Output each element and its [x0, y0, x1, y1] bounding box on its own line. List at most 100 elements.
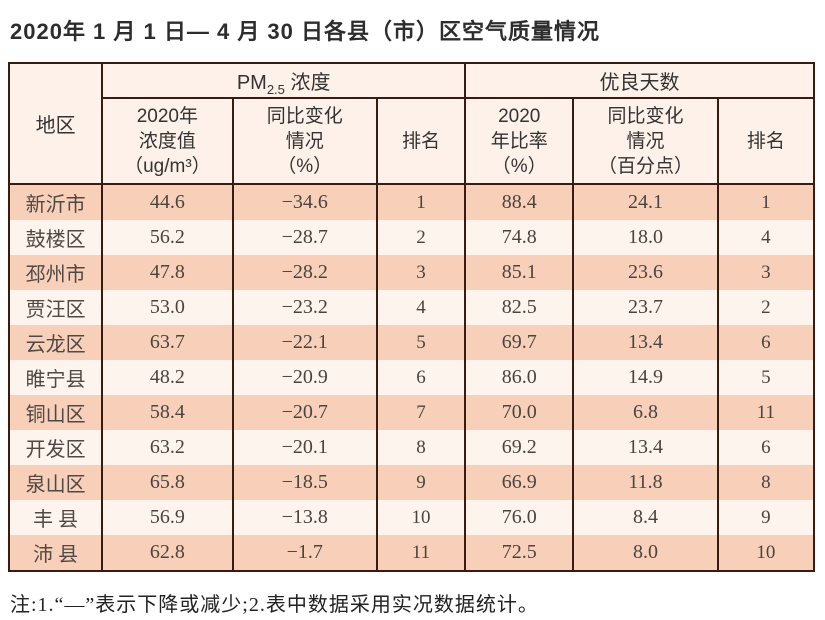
gd-change-cell: 18.0: [572, 220, 719, 255]
header-line: （%）: [491, 155, 547, 177]
pm-value-cell: 65.8: [101, 465, 234, 500]
header-line: （百分点）: [598, 155, 694, 177]
gd-ratio-cell: 74.8: [464, 220, 575, 255]
pm-rank-cell: 4: [375, 290, 467, 325]
gd-change-cell: 23.6: [572, 255, 719, 290]
group-header-pm25: PM2.5 浓度: [101, 63, 467, 99]
pm-rank-cell: 5: [375, 325, 467, 360]
pm-value-cell: 58.4: [101, 395, 234, 430]
header-line: 2020年: [136, 105, 199, 127]
table-header: 地区 PM2.5 浓度 优良天数 2020年 浓度值 （ug/m³） 同比变化 …: [7, 63, 816, 185]
gd-change-cell: 13.4: [572, 430, 719, 465]
pm-value-cell: 53.0: [101, 290, 234, 325]
region-cell: 丰 县: [7, 500, 104, 535]
column-header-pm-value: 2020年 浓度值 （ug/m³）: [101, 98, 234, 185]
pm-change-cell: −18.5: [231, 465, 378, 500]
region-cell: 沛 县: [7, 535, 104, 571]
gd-ratio-cell: 85.1: [464, 255, 575, 290]
gd-change-cell: 11.8: [572, 465, 719, 500]
gd-rank-cell: 6: [716, 325, 816, 360]
group-header-good-days: 优良天数: [464, 63, 815, 99]
table-body: 新沂市 44.6 −34.6 1 88.4 24.1 1 鼓楼区 56.2 −2…: [7, 184, 816, 571]
gd-change-cell: 14.9: [572, 360, 719, 395]
gd-rank-cell: 11: [716, 395, 816, 430]
header-line: （%）: [277, 155, 333, 177]
gd-change-cell: 8.0: [572, 535, 719, 571]
pm25-label-prefix: PM: [236, 72, 267, 94]
gd-change-cell: 6.8: [572, 395, 719, 430]
gd-rank-cell: 5: [716, 360, 816, 395]
pm-value-cell: 44.6: [101, 184, 234, 220]
pm-change-cell: −20.9: [231, 360, 378, 395]
gd-ratio-cell: 72.5: [464, 535, 575, 571]
pm-rank-cell: 3: [375, 255, 467, 290]
table-row: 云龙区 63.7 −22.1 5 69.7 13.4 6: [7, 325, 816, 360]
header-line: 浓度值: [138, 130, 196, 152]
gd-ratio-cell: 76.0: [464, 500, 575, 535]
pm-change-cell: −20.7: [231, 395, 378, 430]
pm-value-cell: 56.2: [101, 220, 234, 255]
table-row: 邳州市 47.8 −28.2 3 85.1 23.6 3: [7, 255, 816, 290]
gd-rank-cell: 6: [716, 430, 816, 465]
pm-value-cell: 47.8: [101, 255, 234, 290]
header-sub-row: 2020年 浓度值 （ug/m³） 同比变化 情况 （%） 排名 2020 年比…: [9, 98, 816, 185]
region-cell: 云龙区: [7, 325, 104, 360]
pm-change-cell: −34.6: [231, 184, 378, 220]
gd-change-cell: 8.4: [572, 500, 719, 535]
air-quality-table: 地区 PM2.5 浓度 优良天数 2020年 浓度值 （ug/m³） 同比变化 …: [7, 62, 816, 572]
gd-rank-cell: 3: [716, 255, 816, 290]
column-header-region: 地区: [7, 63, 104, 185]
region-cell: 铜山区: [7, 395, 104, 430]
gd-rank-cell: 1: [716, 184, 816, 220]
pm25-label-suffix: 浓度: [284, 72, 331, 94]
pm-rank-cell: 2: [375, 220, 467, 255]
gd-ratio-cell: 70.0: [464, 395, 575, 430]
table-row: 铜山区 58.4 −20.7 7 70.0 6.8 11: [7, 395, 816, 430]
pm-rank-cell: 9: [375, 465, 467, 500]
gd-change-cell: 23.7: [572, 290, 719, 325]
pm-value-cell: 63.2: [101, 430, 234, 465]
table-footnote: 注:1.“—”表示下降或减少;2.表中数据采用实况数据统计。: [10, 594, 539, 616]
table-row: 开发区 63.2 −20.1 8 69.2 13.4 6: [7, 430, 816, 465]
gd-rank-cell: 8: [716, 465, 816, 500]
gd-ratio-cell: 86.0: [464, 360, 575, 395]
table-row: 贾汪区 53.0 −23.2 4 82.5 23.7 2: [7, 290, 816, 325]
table-row: 丰 县 56.9 −13.8 10 76.0 8.4 9: [7, 500, 816, 535]
region-cell: 邳州市: [7, 255, 104, 290]
pm-value-cell: 48.2: [101, 360, 234, 395]
gd-rank-cell: 2: [716, 290, 816, 325]
pm-rank-cell: 10: [375, 500, 467, 535]
pm-change-cell: −28.7: [231, 220, 378, 255]
table-row: 鼓楼区 56.2 −28.7 2 74.8 18.0 4: [7, 220, 816, 255]
pm-change-cell: −13.8: [231, 500, 378, 535]
header-line: 同比变化: [266, 105, 343, 127]
column-header-gd-ratio: 2020 年比率 （%）: [464, 98, 575, 185]
pm25-label-subscript: 2.5: [266, 82, 285, 97]
gd-ratio-cell: 88.4: [464, 184, 575, 220]
gd-ratio-cell: 66.9: [464, 465, 575, 500]
pm-rank-cell: 1: [375, 184, 467, 220]
pm-change-cell: −22.1: [231, 325, 378, 360]
pm-value-cell: 56.9: [101, 500, 234, 535]
pm-value-cell: 62.8: [101, 535, 234, 571]
pm-rank-cell: 8: [375, 430, 467, 465]
table-row: 新沂市 44.6 −34.6 1 88.4 24.1 1: [7, 184, 816, 220]
header-line: （ug/m³）: [124, 155, 211, 177]
page-title: 2020年 1 月 1 日— 4 月 30 日各县（市）区空气质量情况: [10, 19, 601, 44]
gd-rank-cell: 9: [716, 500, 816, 535]
region-cell: 开发区: [7, 430, 104, 465]
region-cell: 鼓楼区: [7, 220, 104, 255]
gd-change-cell: 24.1: [572, 184, 719, 220]
gd-rank-cell: 4: [716, 220, 816, 255]
region-cell: 贾汪区: [7, 290, 104, 325]
gd-change-cell: 13.4: [572, 325, 719, 360]
column-header-gd-rank: 排名: [716, 98, 816, 185]
pm-change-cell: −28.2: [231, 255, 378, 290]
pm-rank-cell: 11: [375, 535, 467, 571]
column-header-pm-change: 同比变化 情况 （%）: [231, 98, 378, 185]
gd-ratio-cell: 82.5: [464, 290, 575, 325]
header-line: 情况: [285, 130, 324, 152]
region-cell: 新沂市: [7, 184, 104, 220]
pm-rank-cell: 7: [375, 395, 467, 430]
